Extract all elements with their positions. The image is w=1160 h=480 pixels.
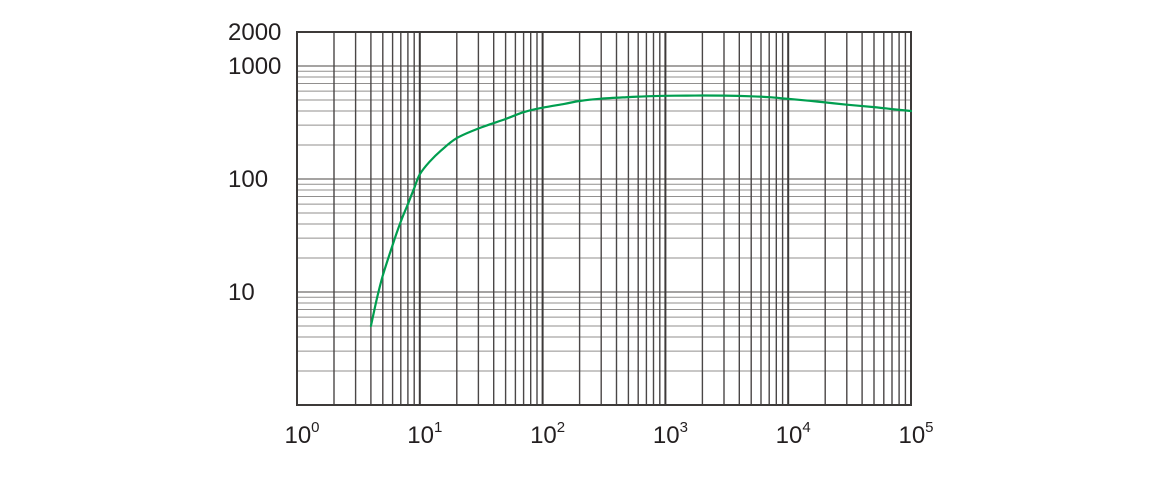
horizontal-gridlines <box>297 31 911 406</box>
x-tick-label-10e4: 104 <box>776 419 811 449</box>
y-axis-tick-labels: 2000 1000 100 10 <box>228 19 281 306</box>
vertical-gridlines <box>296 32 912 405</box>
x-tick-label-10e2: 102 <box>530 419 565 449</box>
y-tick-label-10: 10 <box>228 279 255 306</box>
x-tick-label-10e0: 100 <box>284 419 319 449</box>
data-curve-green-curve <box>369 94 913 328</box>
y-tick-label-100: 100 <box>228 166 268 193</box>
x-tick-label-10e5: 105 <box>898 419 933 449</box>
x-axis-tick-labels: 100 101 102 103 104 105 <box>284 419 933 449</box>
x-tick-label-10e1: 101 <box>407 419 442 449</box>
plot-border <box>296 31 912 406</box>
x-tick-label-10e3: 103 <box>653 419 688 449</box>
y-tick-label-1000: 1000 <box>228 53 281 80</box>
y-tick-label-2000: 2000 <box>228 19 281 46</box>
